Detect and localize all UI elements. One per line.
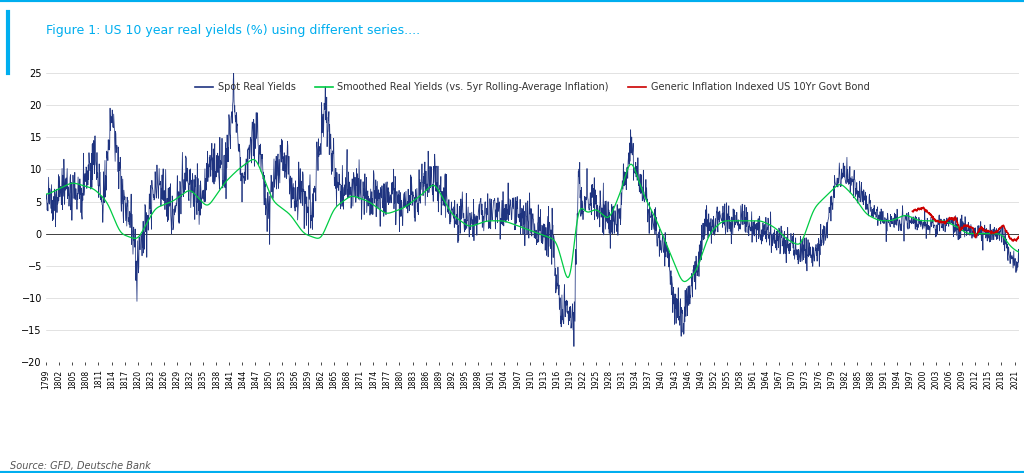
Text: Figure 1: US 10 year real yields (%) using different series....: Figure 1: US 10 year real yields (%) usi… [46,25,420,37]
Legend: Spot Real Yields, Smoothed Real Yields (vs. 5yr Rolling-Average Inflation), Gene: Spot Real Yields, Smoothed Real Yields (… [191,78,873,96]
Text: Source: GFD, Deutsche Bank: Source: GFD, Deutsche Bank [10,461,151,471]
